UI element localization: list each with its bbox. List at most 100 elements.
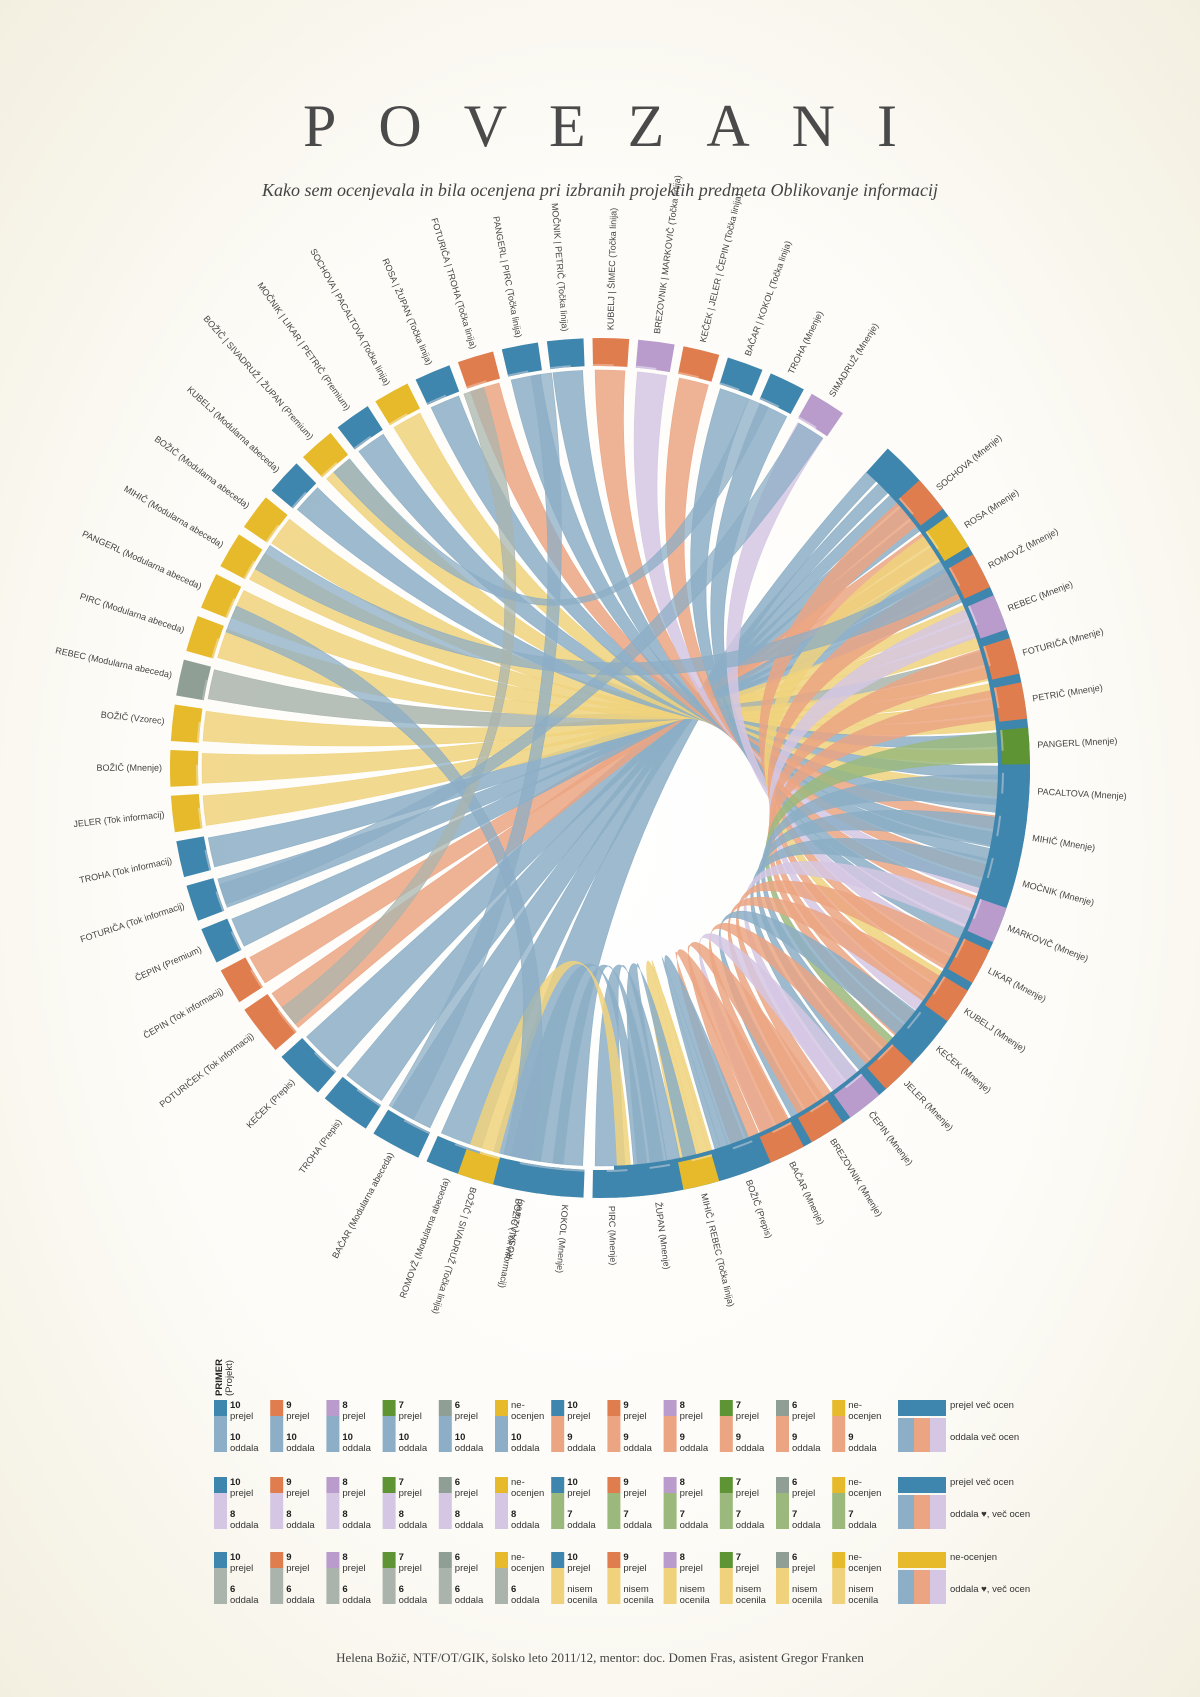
svg-text:7: 7 (736, 1477, 741, 1488)
svg-text:ne-: ne- (511, 1552, 525, 1563)
chord-arc-inner (993, 687, 1000, 709)
chord-ribbon (510, 963, 648, 1165)
chord-arc-label: PANGERL (Mnenje) (1037, 736, 1117, 750)
svg-text:9: 9 (848, 1432, 853, 1443)
svg-text:prejel: prejel (567, 1411, 590, 1422)
svg-text:8: 8 (399, 1509, 404, 1520)
chord-arc-inner (877, 1044, 894, 1061)
svg-text:oddala: oddala (342, 1595, 371, 1606)
svg-text:6: 6 (792, 1400, 797, 1411)
chord-arc (1000, 727, 1030, 765)
chord-arc (375, 383, 421, 426)
chord-arc (220, 534, 263, 580)
chord-ribbon (718, 910, 916, 1118)
chord-arc (244, 993, 297, 1051)
legend-row: 10prejel8oddala9prejel8oddala8prejel8odd… (214, 1477, 1030, 1531)
svg-text:9: 9 (680, 1432, 685, 1443)
chord-arc-inner (732, 1140, 753, 1150)
svg-text:oddala: oddala (848, 1443, 877, 1454)
svg-text:6: 6 (286, 1584, 291, 1595)
svg-text:6: 6 (399, 1584, 404, 1595)
svg-text:prejel: prejel (342, 1411, 365, 1422)
chord-arc-inner (954, 938, 966, 958)
legend-key: prejel več ocen oddala ♥, več ocen (898, 1477, 1030, 1529)
chord-ribbon (333, 398, 769, 606)
chord-arc-inner (678, 371, 699, 379)
chord-ribbon (219, 422, 823, 905)
svg-text:nisem: nisem (848, 1584, 873, 1595)
svg-text:nisem: nisem (567, 1584, 592, 1595)
svg-text:prejel: prejel (286, 1563, 309, 1574)
legend-key: ne-ocenjen oddala ♥, več ocen (898, 1552, 1030, 1604)
chord-arc-inner (606, 1169, 628, 1172)
chord-arc-inner (1000, 729, 1004, 751)
svg-text:prejel: prejel (680, 1488, 703, 1499)
svg-text:9: 9 (736, 1432, 741, 1443)
svg-text:oddala: oddala (342, 1443, 371, 1454)
legend-key-bottom: oddala ♥, več ocen (950, 1509, 1030, 1520)
svg-text:ocenjen: ocenjen (848, 1411, 881, 1422)
chord-arc (220, 957, 263, 1003)
chord-arc-inner (291, 491, 307, 509)
chord-arc (635, 339, 675, 373)
chord-arc-main (613, 448, 1030, 1198)
svg-text:8: 8 (680, 1400, 685, 1411)
svg-text:prejel: prejel (792, 1563, 815, 1574)
chord-arc-inner (313, 1051, 337, 1073)
svg-text:prejel: prejel (342, 1563, 365, 1574)
chord-arc-inner (243, 560, 256, 580)
svg-text:9: 9 (623, 1477, 628, 1488)
svg-text:prejel: prejel (623, 1563, 646, 1574)
chord-arc (983, 637, 1020, 680)
svg-text:8: 8 (680, 1477, 685, 1488)
svg-text:8: 8 (455, 1509, 460, 1520)
chord-arc (897, 1011, 943, 1057)
chord-arc (281, 1038, 337, 1093)
legend-primer-label: PRIMER (214, 1359, 225, 1396)
chord-arc-inner (719, 382, 740, 391)
chord-arc (457, 351, 501, 389)
svg-text:oddala: oddala (567, 1520, 596, 1531)
svg-text:8: 8 (342, 1400, 347, 1411)
page-title: POVEZANI (303, 93, 939, 159)
chord-arc (337, 406, 383, 450)
chord-arc-inner (759, 397, 780, 408)
svg-text:nisem: nisem (680, 1584, 705, 1595)
svg-text:6: 6 (455, 1584, 460, 1595)
svg-text:8: 8 (342, 1509, 347, 1520)
legend-key: prejel več ocen oddala več ocen (898, 1400, 1019, 1452)
chord-arc (415, 365, 460, 405)
svg-text:oddala: oddala (736, 1443, 765, 1454)
svg-text:oddala: oddala (848, 1520, 877, 1531)
svg-text:ne-: ne- (511, 1477, 525, 1488)
chord-arc-inner (466, 380, 487, 389)
svg-text:7: 7 (736, 1552, 741, 1563)
svg-text:9: 9 (286, 1400, 291, 1411)
chord-arc-inner (521, 1162, 542, 1168)
svg-text:8: 8 (511, 1509, 516, 1520)
chord-arc-inner (196, 721, 201, 743)
svg-text:7: 7 (848, 1509, 853, 1520)
chord-arc (170, 704, 203, 743)
chord-ribbon (470, 960, 631, 1166)
svg-text:prejel: prejel (399, 1488, 422, 1499)
svg-text:oddala: oddala (567, 1443, 596, 1454)
chord-arc (635, 1163, 675, 1197)
svg-text:prejel: prejel (736, 1563, 759, 1574)
svg-text:10: 10 (230, 1477, 241, 1488)
svg-text:9: 9 (623, 1552, 628, 1563)
svg-text:8: 8 (342, 1552, 347, 1563)
chord-ribbons (201, 369, 999, 1167)
